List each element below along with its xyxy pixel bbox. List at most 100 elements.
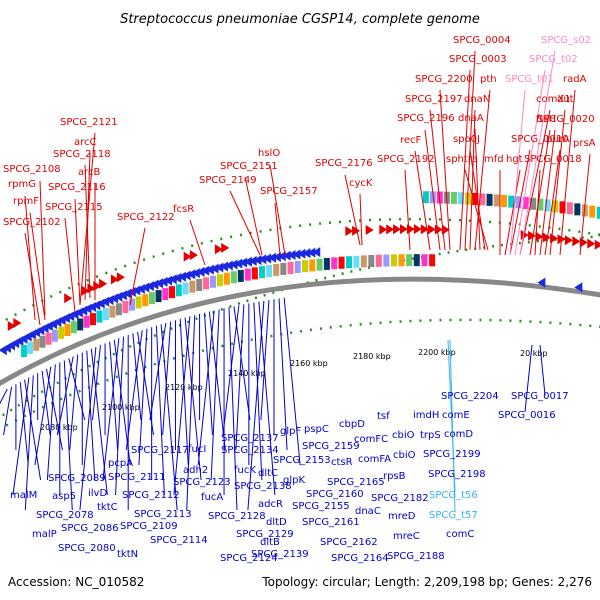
gene-label: SPCG_2164 (331, 553, 389, 564)
reverse-gene-arrow (574, 282, 583, 293)
feature-block (96, 310, 103, 323)
forward-gene-arrow (434, 224, 443, 235)
feature-block (375, 254, 382, 267)
feature-block (301, 260, 308, 273)
leader-line (404, 169, 411, 251)
forward-gene-arrow (427, 224, 436, 235)
leader-line (162, 321, 172, 436)
gene-label: SPCG_2116 (48, 182, 106, 193)
feature-block (596, 206, 600, 219)
forward-strand-features (7, 224, 600, 332)
leader-line (129, 227, 146, 306)
reverse-gene-arrow (177, 271, 186, 282)
leader-line (34, 366, 52, 466)
feature-block (109, 305, 116, 318)
feature-block (522, 197, 529, 210)
reverse-gene-arrow (173, 272, 182, 283)
reverse-gene-arrow (272, 251, 281, 262)
reverse-gene-arrow (297, 248, 306, 259)
feature-block (309, 259, 316, 272)
leader-line (539, 344, 546, 396)
feature-block (251, 267, 258, 280)
forward-gene-arrow (221, 242, 230, 253)
gene-label: SPCG_2089 (48, 473, 106, 484)
leader-line (559, 89, 576, 256)
reverse-gene-arrow (196, 266, 205, 277)
reverse-gene-arrow (205, 264, 214, 275)
tick-label: 2160 kbp (290, 359, 328, 368)
gene-label: SPCG_2188 (387, 551, 445, 562)
gene-label: spo0J (453, 134, 480, 145)
gene-label: SPCG_t56 (429, 490, 478, 501)
feature-block (115, 303, 122, 316)
gene-label: SPCG_2086 (61, 523, 119, 534)
gene-label: pcpA (108, 458, 133, 469)
reverse-gene-arrow (164, 275, 173, 286)
gene-label: SPCG_0003 (449, 54, 507, 65)
leader-line (90, 348, 108, 496)
gene-label: SPCG_0018 (524, 154, 582, 165)
gene-label: SPCG_2115 (45, 202, 103, 213)
leader-line (186, 315, 196, 511)
leader-line (274, 202, 281, 256)
gene-label: SPCG_2197 (405, 94, 463, 105)
leader-line (549, 109, 566, 256)
gene-label: SPCG_s02 (541, 35, 591, 46)
gene-label: tsf (377, 411, 390, 422)
leader-line (46, 364, 56, 481)
gene-label: trpS (420, 430, 441, 441)
forward-gene-arrow (528, 230, 537, 241)
forward-gene-arrow (542, 232, 551, 243)
leader-line (464, 169, 489, 251)
leader-line (203, 312, 213, 436)
feature-block (209, 275, 216, 288)
feature-block (230, 271, 237, 284)
feature-block (182, 282, 189, 295)
gene-label: SPCG_0017 (511, 391, 569, 402)
leader-line (509, 149, 531, 256)
forward-gene-arrow (365, 225, 374, 236)
leader-line (534, 169, 541, 256)
leader-line (359, 193, 363, 246)
gene-label: SPCG_2160 (306, 489, 364, 500)
accession-text: Accession: NC_010582 (8, 575, 144, 589)
leader-line (24, 379, 42, 481)
forward-gene-arrow (386, 224, 395, 235)
gene-label: SPCG_2153 (273, 455, 331, 466)
feature-block (429, 191, 436, 204)
gene-label: fucK (234, 465, 256, 476)
gene-label: SPCG_2182 (371, 493, 429, 504)
leader-line (544, 149, 561, 256)
leader-line (19, 381, 29, 466)
feature-block (162, 288, 169, 301)
feature-block (258, 266, 265, 279)
gene-label: SPCG_2118 (53, 149, 111, 160)
gene-label: tktN (117, 549, 138, 560)
leader-line (539, 129, 556, 256)
leader-line (138, 328, 148, 466)
gene-label: dut (557, 94, 574, 105)
feature-block (465, 192, 472, 205)
gene-label: glpF (280, 426, 301, 437)
leader-line (529, 129, 551, 256)
gene-label: SPCG_2200 (415, 74, 473, 85)
gene-label: tktC (97, 502, 118, 513)
gene-label: fucI (188, 444, 206, 455)
leader-line (474, 128, 481, 251)
gene-label: comFA (358, 454, 391, 465)
leader-line (269, 164, 286, 256)
leader-line (155, 325, 165, 496)
gene-label: SPCG_t02 (529, 54, 578, 65)
feature-block (345, 256, 352, 269)
feature-block (27, 341, 34, 354)
feature-block (450, 191, 457, 204)
feature-block (237, 269, 244, 282)
leader-line (222, 305, 240, 436)
gene-label: arcB (78, 167, 101, 178)
leader-line (39, 180, 46, 316)
gene-label: pspC (304, 424, 329, 435)
feature-block (472, 192, 479, 205)
feature-block (486, 193, 493, 206)
forward-gene-arrow (189, 250, 198, 261)
feature-block (266, 265, 273, 278)
